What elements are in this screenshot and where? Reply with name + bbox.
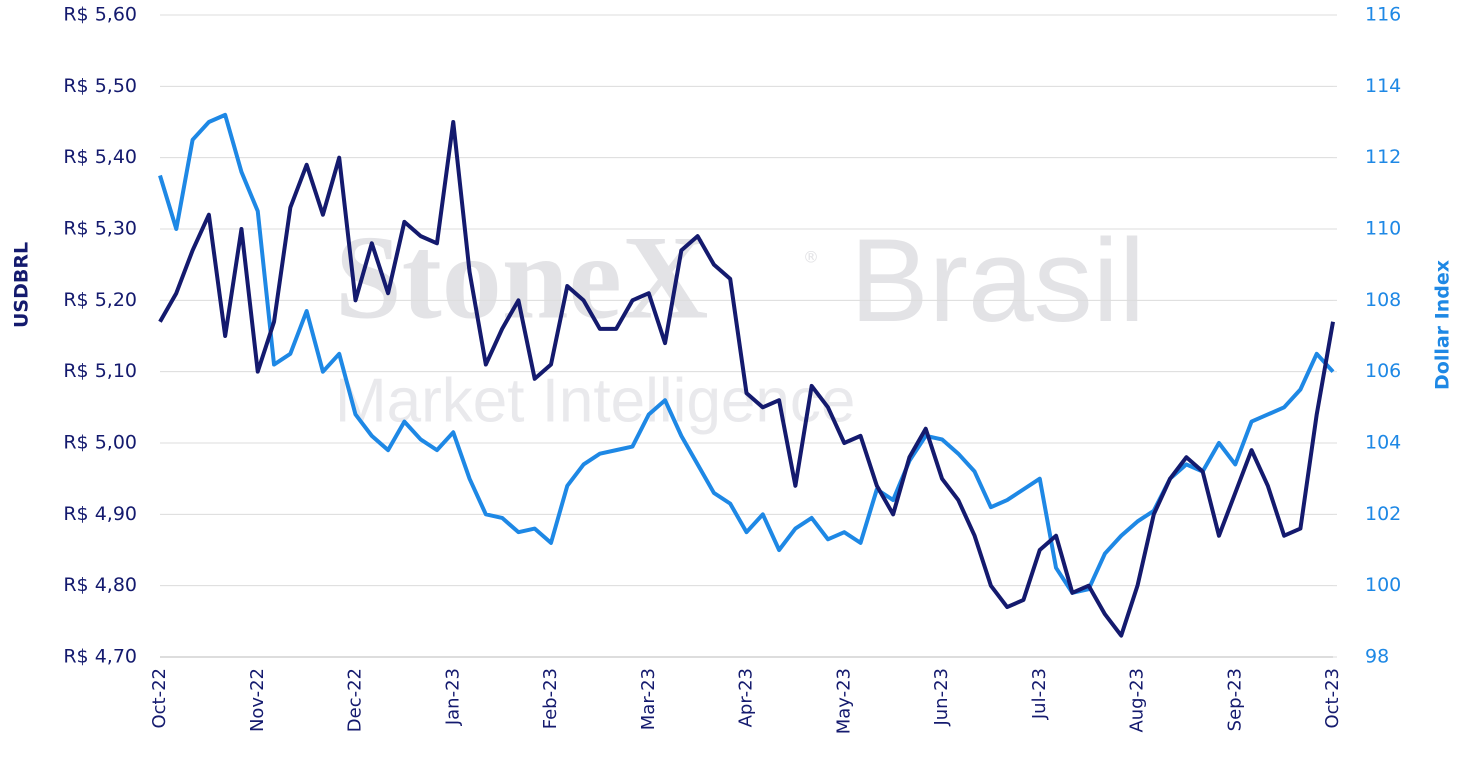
y-tick-label: R$ 5,40 xyxy=(63,146,137,168)
x-tick-label: Feb-23 xyxy=(540,668,561,729)
y-tick-label: R$ 5,10 xyxy=(63,360,137,382)
y2-tick-label: 102 xyxy=(1365,503,1401,525)
x-tick-label: Sep-23 xyxy=(1224,668,1245,731)
x-tick-label: Mar-23 xyxy=(638,668,659,730)
y-axis-title: USDBRL xyxy=(11,242,33,328)
y-tick-label: R$ 5,20 xyxy=(63,289,137,311)
y2-tick-label: 104 xyxy=(1365,432,1401,454)
watermark-brand: Brasil xyxy=(850,215,1145,347)
y-tick-label: R$ 5,60 xyxy=(63,4,137,26)
y2-axis-title: Dollar Index xyxy=(1432,260,1454,390)
y2-tick-label: 110 xyxy=(1365,218,1401,240)
y-tick-label: R$ 4,80 xyxy=(63,574,137,596)
y-tick-label: R$ 4,90 xyxy=(63,503,137,525)
x-tick-label: Dec-22 xyxy=(345,668,366,732)
x-tick-label: Apr-23 xyxy=(736,668,757,727)
y2-tick-label: 112 xyxy=(1365,146,1401,168)
y2-tick-label: 100 xyxy=(1365,574,1401,596)
y2-tick-label: 98 xyxy=(1365,646,1389,668)
watermark-subtitle: Market Intelligence xyxy=(335,366,855,435)
x-tick-label: Jun-23 xyxy=(931,668,952,727)
y-tick-label: R$ 5,00 xyxy=(63,432,137,454)
x-tick-label: Oct-23 xyxy=(1322,668,1343,729)
x-tick-label: Aug-23 xyxy=(1127,668,1148,733)
x-tick-label: Jul-23 xyxy=(1029,668,1050,720)
x-tick-label: Jan-23 xyxy=(442,668,463,726)
x-tick-label: May-23 xyxy=(833,668,854,734)
y-tick-label: R$ 5,50 xyxy=(63,75,137,97)
y2-tick-label: 116 xyxy=(1365,4,1401,26)
y-tick-label: R$ 4,70 xyxy=(63,646,137,668)
y2-tick-label: 106 xyxy=(1365,360,1401,382)
watermark-mark: ® xyxy=(803,248,819,267)
series-line xyxy=(158,112,1335,595)
y2-tick-label: 114 xyxy=(1365,75,1401,97)
y-tick-label: R$ 5,30 xyxy=(63,218,137,240)
x-tick-label: Nov-22 xyxy=(247,668,268,732)
x-tick-label: Oct-22 xyxy=(149,668,170,729)
series-line xyxy=(158,120,1335,638)
y2-tick-label: 108 xyxy=(1365,289,1401,311)
